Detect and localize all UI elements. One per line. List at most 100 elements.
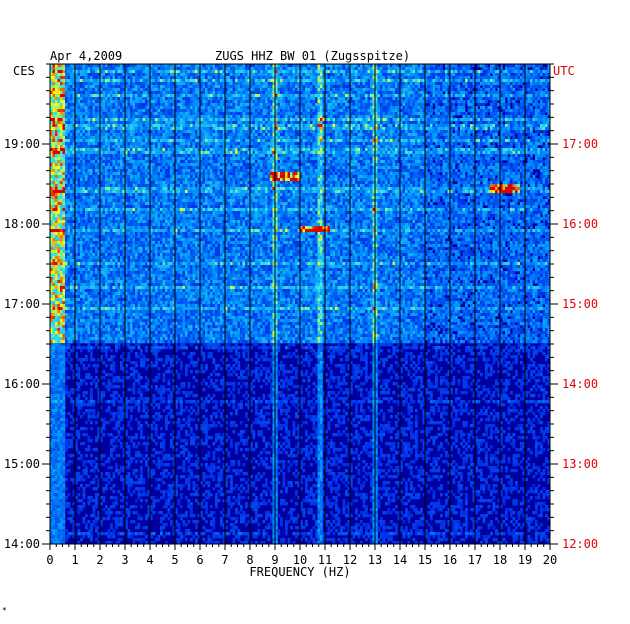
heatmap-cell [125,67,128,71]
heatmap-cell [207,82,211,86]
heatmap-cell [137,133,141,137]
heatmap-cell [225,94,228,98]
heatmap-cell [270,127,273,131]
heatmap-cell [110,79,113,83]
heatmap-cell [317,67,321,71]
heatmap-cell [160,82,163,86]
heatmap-cell [337,136,341,140]
heatmap-cell [295,97,298,101]
heatmap-cell [232,94,236,98]
heatmap-cell [170,85,173,89]
heatmap-cell [520,121,523,125]
heatmap-cell [357,79,361,83]
heatmap-cell [547,82,551,86]
heatmap-cell [455,133,458,137]
heatmap-cell [215,115,218,119]
heatmap-cell [462,109,466,113]
heatmap-cell [307,130,311,134]
heatmap-cell [147,76,151,80]
heatmap-cell [492,94,496,98]
heatmap-cell [397,79,401,83]
heatmap-cell [482,64,486,68]
heatmap-cell [505,136,508,140]
heatmap-cell [355,109,358,113]
heatmap-cell [420,115,423,119]
heatmap-cell [275,124,278,128]
heatmap-cell [395,67,398,71]
heatmap-cell [382,112,386,116]
heatmap-cell [317,124,321,128]
heatmap-cell [547,64,551,68]
heatmap-cell [540,112,543,116]
heatmap-cell [210,112,213,116]
heatmap-cell [367,109,371,113]
heatmap-cell [202,133,206,137]
heatmap-cell [487,67,491,71]
heatmap-cell [70,136,73,140]
heatmap-cell [335,97,338,101]
heatmap-cell [510,76,513,80]
heatmap-cell [352,73,356,77]
heatmap-cell [77,124,81,128]
heatmap-cell [145,97,148,101]
heatmap-cell [245,73,248,77]
heatmap-cell [535,115,538,119]
heatmap-cell [290,97,293,101]
heatmap-cell [240,124,243,128]
heatmap-cell [410,115,413,119]
heatmap-cell [522,97,526,101]
heatmap-cell [130,94,133,98]
heatmap-cell [512,67,516,71]
heatmap-cell [135,100,138,104]
heatmap-cell [187,67,191,71]
heatmap-cell [470,88,473,92]
heatmap-cell [385,103,388,107]
heatmap-cell [497,88,501,92]
heatmap-cell [360,115,363,119]
heatmap-cell [275,91,278,95]
heatmap-cell [337,88,341,92]
heatmap-cell [290,82,293,86]
heatmap-cell [520,97,523,101]
heatmap-cell [367,136,371,140]
heatmap-cell [95,64,98,68]
heatmap-cell [245,76,248,80]
heatmap-cell [182,82,186,86]
heatmap-cell [440,118,443,122]
heatmap-cell [412,106,416,110]
heatmap-cell [495,94,498,98]
heatmap-cell [532,127,536,131]
heatmap-cell [460,133,463,137]
heatmap-cell [290,124,293,128]
heatmap-cell [130,121,133,125]
heatmap-cell [242,85,246,89]
heatmap-cell [377,130,381,134]
heatmap-cell [295,130,298,134]
heatmap-cell [300,124,303,128]
heatmap-cell [472,121,476,125]
heatmap-cell [387,70,391,74]
heatmap-cell [390,130,393,134]
heatmap-cell [347,118,351,122]
heatmap-cell [542,115,546,119]
heatmap-cell [160,70,163,74]
heatmap-cell [520,91,523,95]
heatmap-cell [447,130,451,134]
heatmap-cell [190,106,193,110]
heatmap-cell [450,76,453,80]
heatmap-cell [287,67,291,71]
heatmap-cell [57,115,61,119]
heatmap-cell [72,100,76,104]
heatmap-cell [152,121,156,125]
heatmap-cell [497,73,501,77]
heatmap-cell [460,76,463,80]
heatmap-cell [150,100,153,104]
heatmap-cell [370,106,373,110]
heatmap-cell [312,106,316,110]
heatmap-cell [507,112,511,116]
heatmap-cell [75,70,78,74]
heatmap-cell [545,70,548,74]
heatmap-cell [522,79,526,83]
heatmap-cell [77,103,81,107]
heatmap-cell [350,115,353,119]
